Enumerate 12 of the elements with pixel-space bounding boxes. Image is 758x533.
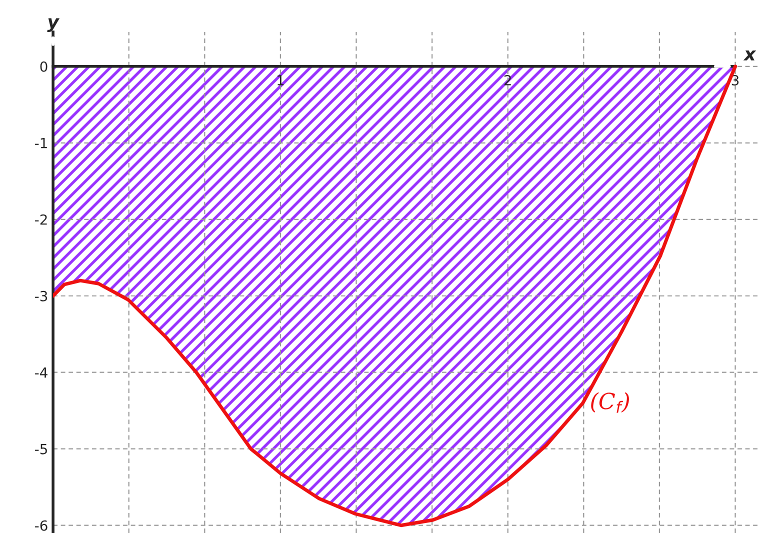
y-tick-label: 0 <box>40 61 48 72</box>
y-tick-label: -3 <box>35 290 48 302</box>
y-tick-label: -4 <box>35 368 48 378</box>
y-tick-label: -6 <box>35 520 48 531</box>
y-tick-label: -1 <box>35 138 47 148</box>
y-tick-label: -2 <box>35 214 47 225</box>
y-tick-label: -5 <box>35 444 47 454</box>
series-label: (C$_{f}$) <box>591 392 629 413</box>
x-axis-title: x <box>743 50 756 60</box>
x-tick-label: 1 <box>278 75 284 86</box>
y-axis-title: y <box>47 18 60 32</box>
x-tick-label: 3 <box>732 74 739 86</box>
